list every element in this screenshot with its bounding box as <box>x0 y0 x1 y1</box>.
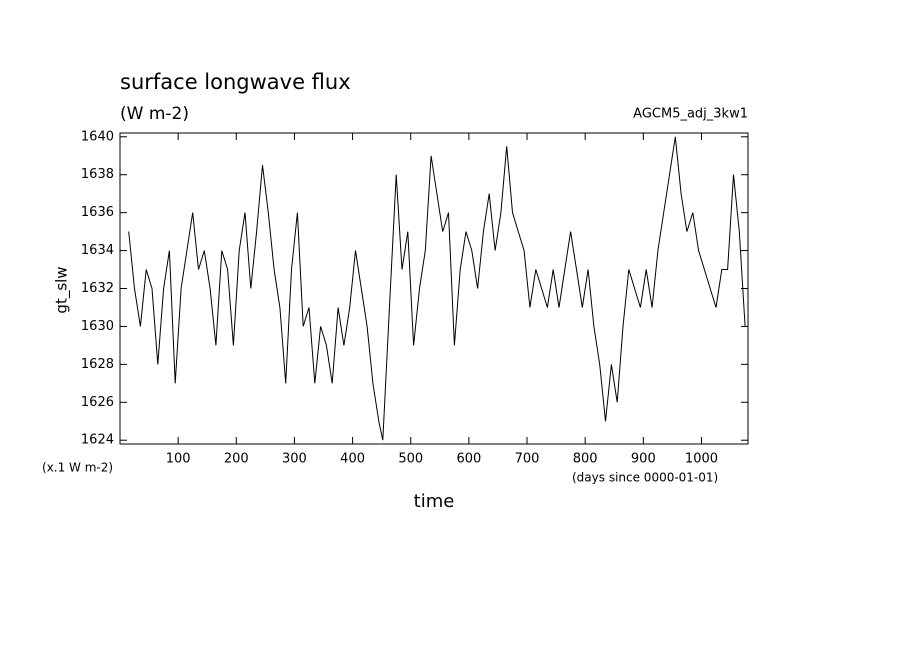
y-tick-label: 1634 <box>81 243 114 258</box>
y-axis-label: gt_slw <box>53 266 72 313</box>
y-tick-label: 1640 <box>81 129 114 144</box>
x-tick-label: 400 <box>340 452 365 467</box>
annotation: AGCM5_adj_3kw1 <box>633 107 748 122</box>
y-tick-label: 1628 <box>81 357 114 372</box>
x-axis-label: time <box>414 491 455 512</box>
x-tick-label: 600 <box>456 452 481 467</box>
x-tick-label: 700 <box>515 452 540 467</box>
y-tick-label: 1630 <box>81 319 114 334</box>
y-tick-label: 1624 <box>81 433 114 448</box>
chart-title: surface longwave flux <box>120 70 351 94</box>
x-tick-label: 300 <box>282 452 307 467</box>
y-tick-label: 1636 <box>81 205 114 220</box>
y-tick-label: 1626 <box>81 395 114 410</box>
data-line <box>128 136 746 441</box>
x-tick-label: 1000 <box>685 452 718 467</box>
x-tick-label: 200 <box>224 452 249 467</box>
y-tick-label: 1638 <box>81 167 114 182</box>
x-tick-label: 900 <box>631 452 656 467</box>
y-tick-label: 1632 <box>81 281 114 296</box>
x-unit: (days since 0000-01-01) <box>572 471 718 485</box>
chart-subtitle: (W m-2) <box>120 104 189 124</box>
x-tick-label: 100 <box>166 452 191 467</box>
x-tick-label: 500 <box>398 452 423 467</box>
x-tick-label: 800 <box>573 452 598 467</box>
y-unit: (x.1 W m-2) <box>42 461 113 475</box>
